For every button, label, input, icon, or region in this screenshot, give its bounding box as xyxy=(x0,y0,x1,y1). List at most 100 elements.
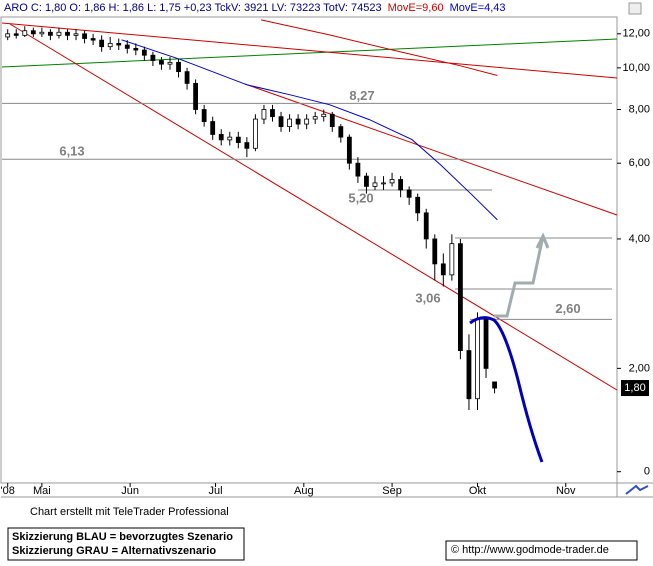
legend-box xyxy=(7,527,245,561)
candle-body xyxy=(82,33,87,39)
x-tick-label: Mai xyxy=(33,485,51,497)
candle-body xyxy=(278,116,284,128)
x-tick-label: Jun xyxy=(121,485,139,497)
candle-body xyxy=(176,61,181,73)
candle-body xyxy=(218,134,224,141)
candle-body xyxy=(304,118,310,125)
candle-body xyxy=(423,212,429,240)
candle-body xyxy=(56,31,62,36)
corner-button[interactable] xyxy=(628,2,642,15)
candle-body xyxy=(355,162,361,177)
scenario-blue xyxy=(469,316,544,463)
candle-body xyxy=(466,350,472,400)
candle-body xyxy=(270,109,275,118)
level-label: 5,20 xyxy=(348,190,373,205)
x-tick-label: Aug xyxy=(294,485,314,497)
y-tick-label: 2,00 xyxy=(629,362,650,374)
candle-body xyxy=(364,175,369,187)
candle-body xyxy=(159,60,164,65)
candle-body xyxy=(116,42,122,46)
candle-body xyxy=(329,113,335,128)
candle-body xyxy=(235,136,241,144)
candle-body xyxy=(65,31,70,36)
last-price-tag xyxy=(621,380,649,397)
candle-body xyxy=(321,113,327,118)
candle-body xyxy=(312,116,318,120)
legend-entry: MovE=4,43 xyxy=(450,2,506,14)
x-tick-label: Sep xyxy=(382,485,402,497)
y-tick-label: 0 xyxy=(644,466,650,478)
candle-body xyxy=(406,189,412,198)
candle-body xyxy=(253,118,258,149)
candle-body xyxy=(432,238,438,265)
candle-body xyxy=(193,83,199,110)
last-price-label: 1,80 xyxy=(624,382,645,394)
x-tick-label: Jul xyxy=(209,485,223,497)
y-tick-label: 6,00 xyxy=(629,157,650,169)
x-tick-label: Nov xyxy=(556,485,576,497)
candle-body xyxy=(48,31,53,36)
candle-body xyxy=(184,71,190,84)
candle-body xyxy=(39,31,45,35)
candle-body xyxy=(244,142,250,149)
candle-body xyxy=(201,109,207,122)
y-tick-label: 4,00 xyxy=(629,233,650,245)
candle-body xyxy=(287,118,292,128)
moving-average xyxy=(260,19,498,76)
copyright: © http://www.godmode-trader.de xyxy=(451,544,609,556)
candle-body xyxy=(483,318,489,369)
copyright-box xyxy=(445,540,638,561)
candle-body xyxy=(381,182,386,185)
level-label: 3,06 xyxy=(415,290,440,305)
legend-line: Skizzierung BLAU = bevorzugtes Szenario xyxy=(12,531,233,543)
y-tick-label: 8,00 xyxy=(629,103,650,115)
candle-body xyxy=(440,263,446,276)
candle-body xyxy=(210,121,216,135)
candle-body xyxy=(492,381,497,389)
legend-line: Skizzierung GRAU = Alternativszenario xyxy=(12,545,216,557)
candle-body xyxy=(90,38,96,41)
candle-body xyxy=(5,33,11,38)
candle-body xyxy=(261,109,267,120)
candle-body xyxy=(449,243,455,276)
candle-body xyxy=(107,42,113,48)
candle-body xyxy=(389,179,395,184)
candle-body xyxy=(73,33,79,36)
candle-body xyxy=(22,30,28,36)
level-label: 6,13 xyxy=(59,144,84,159)
candle-body xyxy=(141,49,147,56)
chart-title: ARO C: 1,80 O: 1,86 H: 1,86 L: 1,75 +0,2… xyxy=(4,2,382,14)
level-label: 2,60 xyxy=(555,301,580,316)
y-tick-label: 10,00 xyxy=(622,62,650,74)
candle-body xyxy=(398,179,404,191)
candle-body xyxy=(133,47,139,51)
candle-body xyxy=(346,136,352,164)
moving-average xyxy=(121,39,498,221)
trendline xyxy=(244,83,618,216)
legend-entry: MovE=9,60 xyxy=(388,2,444,14)
level-label: 8,27 xyxy=(349,88,374,103)
x-tick-label: '08 xyxy=(1,485,15,497)
candle-body xyxy=(99,39,105,48)
candle-body xyxy=(295,118,301,125)
x-tick-label: Okt xyxy=(469,485,486,497)
candle-body xyxy=(30,30,36,35)
trendline xyxy=(9,23,618,391)
candle-body xyxy=(13,33,19,36)
candle-body xyxy=(338,126,344,138)
candle-body xyxy=(458,243,463,351)
candle-body xyxy=(150,54,156,61)
scenario-grey xyxy=(494,232,550,318)
candle-body xyxy=(227,136,233,141)
trendline xyxy=(1,38,618,68)
chart-icon[interactable] xyxy=(625,484,649,495)
plot: 8,27 6,13 5,20 3,06 2,60 xyxy=(2,19,612,411)
trendline xyxy=(1,22,618,79)
candle-body xyxy=(415,196,421,214)
header: ARO C: 1,80 O: 1,86 H: 1,86 L: 1,75 +0,2… xyxy=(4,2,506,14)
candle-body xyxy=(124,44,130,49)
candle-body xyxy=(167,61,173,65)
y-tick-label: 12,00 xyxy=(622,28,650,40)
